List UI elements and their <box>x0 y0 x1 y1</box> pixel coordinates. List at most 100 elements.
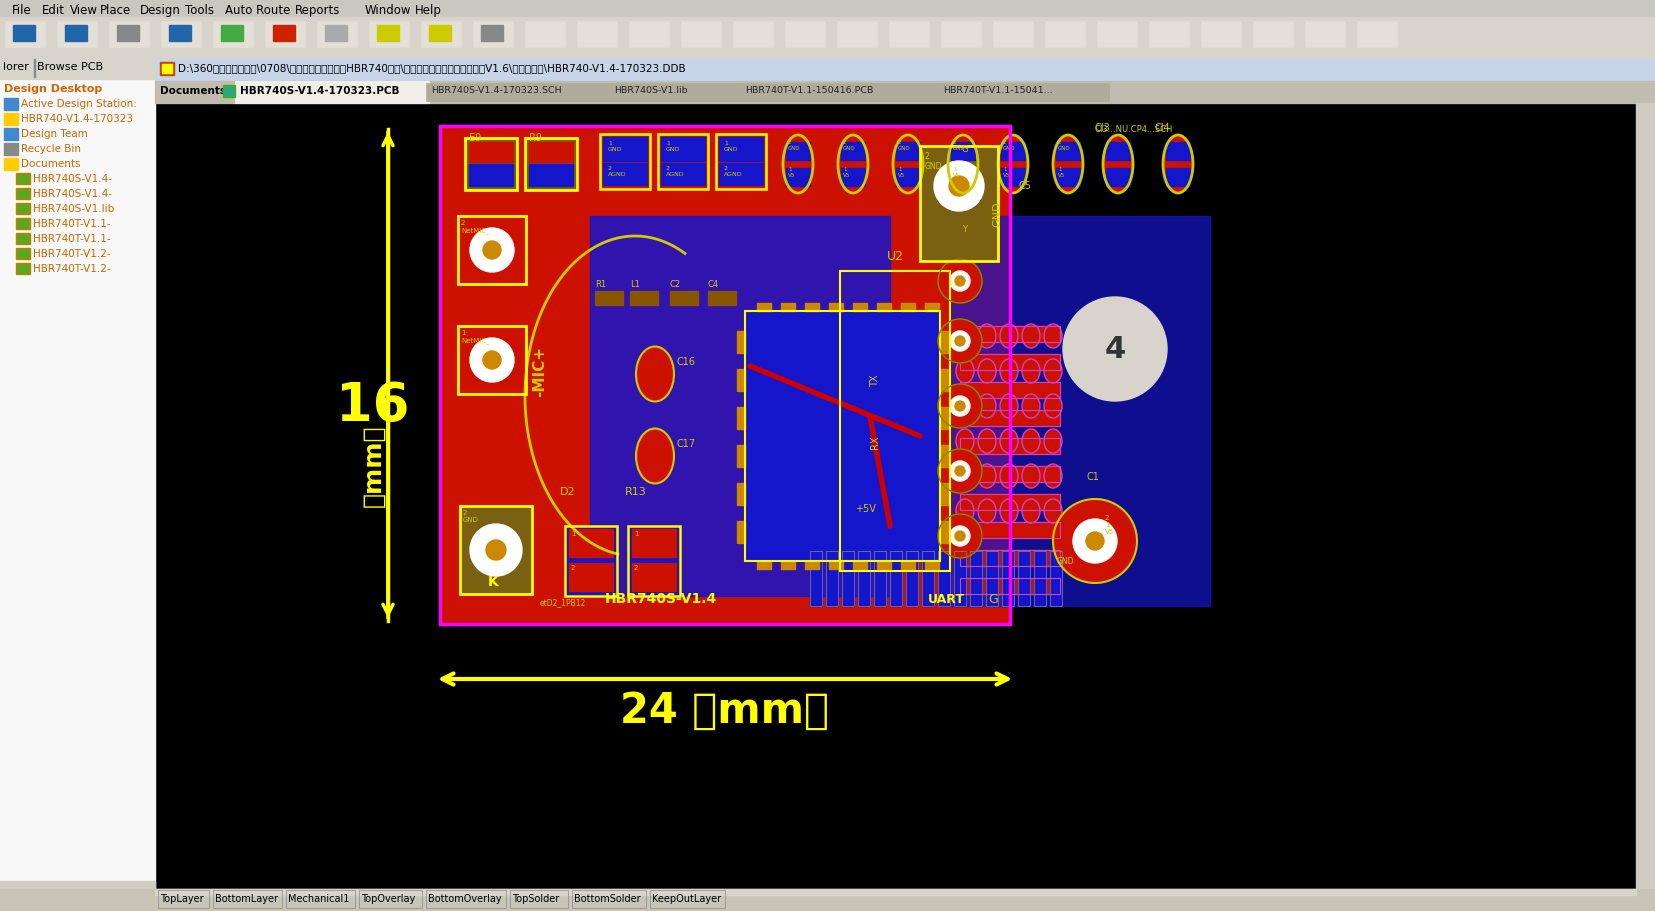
Bar <box>960 466 1059 483</box>
Bar <box>960 522 1059 538</box>
Ellipse shape <box>1000 360 1018 384</box>
Text: RX: RX <box>869 435 879 448</box>
Bar <box>1001 551 1013 607</box>
Bar <box>950 143 975 161</box>
Bar <box>17 249 30 260</box>
Text: Recycle Bin: Recycle Bin <box>22 144 81 154</box>
Circle shape <box>950 527 970 547</box>
Ellipse shape <box>978 324 995 349</box>
Text: 2: 2 <box>571 565 574 570</box>
Bar <box>857 551 869 607</box>
Bar <box>960 411 1059 426</box>
Text: 2: 2 <box>634 565 637 570</box>
Bar <box>874 551 885 607</box>
Bar <box>0 58 156 80</box>
Text: HBR740T-V1.1-15041...: HBR740T-V1.1-15041... <box>942 86 1053 95</box>
Bar <box>213 22 253 48</box>
Bar <box>465 138 516 190</box>
Ellipse shape <box>1021 429 1039 454</box>
Circle shape <box>950 271 970 292</box>
Text: BottomOverlay: BottomOverlay <box>427 893 501 903</box>
Bar <box>1018 551 1029 607</box>
Bar <box>156 58 1655 82</box>
Text: C5: C5 <box>1018 180 1031 190</box>
Text: 2
GND: 2 GND <box>952 140 965 150</box>
Circle shape <box>483 241 501 260</box>
Bar <box>156 82 1655 104</box>
Circle shape <box>937 384 981 428</box>
Text: Y: Y <box>962 225 967 234</box>
Bar <box>836 22 877 48</box>
Text: 1
V5: 1 V5 <box>1003 167 1010 178</box>
Bar <box>925 303 938 312</box>
Bar <box>589 217 889 597</box>
Bar <box>960 578 1059 594</box>
Bar <box>161 22 200 48</box>
Bar <box>425 84 612 102</box>
Text: View: View <box>70 4 98 17</box>
Bar <box>841 551 854 607</box>
Text: Active Design Station:: Active Design Station: <box>22 99 137 109</box>
Ellipse shape <box>1043 394 1061 418</box>
Bar <box>852 561 867 569</box>
Bar <box>220 26 243 42</box>
Bar <box>889 551 902 607</box>
Bar <box>950 217 1210 607</box>
Bar <box>756 303 771 312</box>
Bar <box>13 26 35 42</box>
Text: TopSolder: TopSolder <box>511 893 559 903</box>
Text: Design Team: Design Team <box>22 128 88 138</box>
Text: 16: 16 <box>336 380 409 432</box>
Ellipse shape <box>1053 136 1082 194</box>
Bar <box>786 143 809 161</box>
Bar <box>632 529 675 558</box>
Bar <box>627 527 680 597</box>
Bar <box>18 220 28 228</box>
Ellipse shape <box>892 136 922 194</box>
Bar <box>925 561 938 569</box>
Bar <box>877 303 890 312</box>
Bar <box>0 0 1655 18</box>
Text: BottomLayer: BottomLayer <box>215 893 278 903</box>
Bar <box>458 217 526 284</box>
Bar <box>900 561 915 569</box>
Bar <box>900 303 915 312</box>
Bar <box>1056 169 1079 187</box>
Text: 4: 4 <box>1104 335 1125 364</box>
Bar <box>571 890 645 908</box>
Bar <box>1096 22 1137 48</box>
Text: 1
V5: 1 V5 <box>1058 167 1064 178</box>
Circle shape <box>937 449 981 494</box>
Text: 2
GND: 2 GND <box>1058 140 1071 150</box>
Ellipse shape <box>783 136 813 194</box>
Bar <box>960 327 1059 343</box>
Bar <box>17 204 30 215</box>
Bar <box>940 521 947 543</box>
Bar <box>937 551 950 607</box>
Circle shape <box>483 352 501 370</box>
Circle shape <box>485 540 506 560</box>
Bar <box>118 26 139 42</box>
Bar <box>953 551 965 607</box>
Bar <box>786 169 809 187</box>
Bar <box>510 890 568 908</box>
Bar <box>970 551 981 607</box>
Text: File: File <box>12 4 31 17</box>
Text: 1: 1 <box>634 530 639 537</box>
Bar <box>736 521 745 543</box>
Bar <box>940 332 947 353</box>
Bar <box>940 484 947 506</box>
Bar <box>576 22 617 48</box>
Bar <box>985 551 998 607</box>
Text: C1: C1 <box>1086 472 1099 482</box>
Circle shape <box>948 177 968 197</box>
Bar <box>627 527 680 597</box>
Text: R9: R9 <box>528 133 541 143</box>
Bar <box>960 550 1059 567</box>
Ellipse shape <box>947 136 978 194</box>
Bar <box>784 22 824 48</box>
Bar <box>953 551 965 607</box>
Bar <box>940 445 947 467</box>
Bar <box>235 82 429 104</box>
Bar <box>960 438 1059 455</box>
